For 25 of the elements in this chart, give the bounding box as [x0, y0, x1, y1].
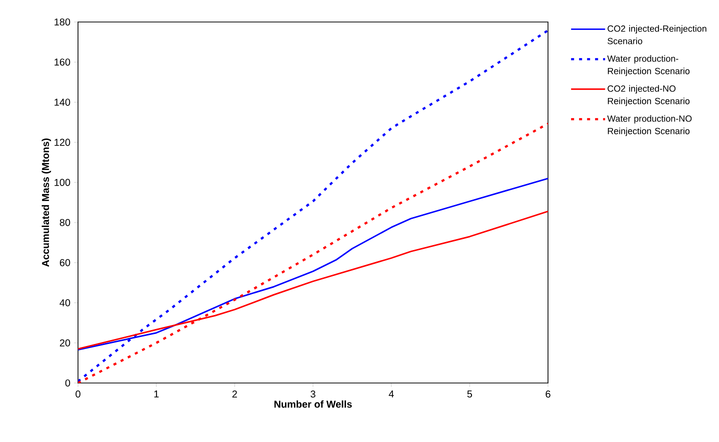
y-tick-label: 140: [54, 98, 70, 106]
y-axis-title: Accumulated Mass (Mtons): [42, 138, 52, 267]
y-tick-label: 160: [54, 58, 70, 66]
y-tick-label: 80: [60, 219, 70, 226]
y-tick-label: 100: [54, 178, 70, 186]
legend-label: CO2 injected-Reinjection Scenario: [608, 25, 706, 44]
y-tick-label: 180: [54, 18, 70, 26]
x-axis-title: Number of Wells: [274, 400, 352, 408]
line-series: [78, 29, 548, 382]
x-tick-label: 0: [76, 390, 80, 398]
line-series: [78, 122, 548, 383]
x-tick-label: 6: [546, 390, 550, 398]
x-tick-label: 4: [388, 390, 394, 398]
y-tick-label: 40: [60, 299, 70, 306]
y-tick-label: 0: [65, 379, 70, 387]
legend-label: Water production-Reinjection Scenario: [607, 55, 690, 76]
y-tick-label: 20: [60, 339, 70, 346]
x-tick-label: 3: [310, 390, 316, 398]
legend-label: CO2 injected-NO Reinjection Scenario: [608, 85, 690, 106]
y-tick-label: 120: [54, 138, 70, 146]
x-tick-label: 1: [154, 390, 159, 398]
legend-label: Water production-NO Reinjection Scenario: [607, 115, 692, 136]
y-tick-label: 60: [60, 259, 70, 266]
x-tick-label: 5: [467, 390, 472, 398]
x-tick-label: 2: [232, 390, 237, 398]
